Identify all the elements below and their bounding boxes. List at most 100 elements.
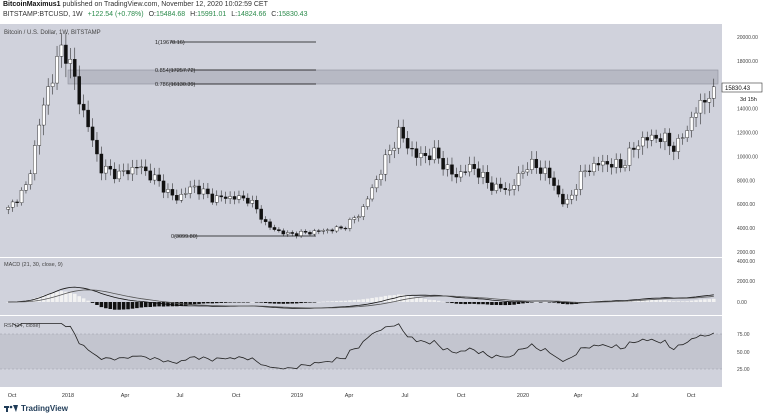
macd-bar [237, 302, 241, 303]
candle [530, 151, 534, 174]
candle-body [152, 174, 157, 181]
candle [450, 157, 454, 182]
candle [667, 128, 672, 155]
candle-body [126, 170, 130, 175]
time-tick-label: 2018 [62, 393, 74, 399]
candle [183, 187, 188, 199]
candle [108, 159, 113, 176]
macd-bar [689, 300, 694, 302]
candle-body [228, 196, 232, 199]
candle [148, 163, 152, 183]
candle [419, 146, 423, 166]
candle-body [583, 170, 587, 172]
candle-body [485, 172, 490, 183]
publisher-line: BitcoinMaximus1 published on TradingView… [3, 1, 268, 8]
macd-bar [534, 301, 539, 303]
candle [436, 140, 441, 164]
candle-body [317, 230, 321, 232]
candle [237, 190, 241, 204]
candle-body [463, 171, 468, 173]
price-tick-label: 12000.00 [737, 131, 758, 137]
macd-bar [144, 302, 148, 308]
macd-bar [441, 301, 445, 303]
macd-tick-label: 4000.00 [737, 259, 755, 265]
candle [698, 93, 703, 125]
candle [223, 191, 228, 204]
macd-bar [152, 302, 157, 307]
candle-body [148, 170, 152, 181]
macd-bar [321, 301, 326, 303]
candle-body [348, 219, 352, 229]
fib-zone [67, 69, 719, 85]
candle-body [672, 145, 676, 152]
macd-bar [467, 302, 472, 304]
macd-bar [73, 293, 77, 302]
candle-body [117, 170, 121, 180]
candle [170, 183, 175, 201]
macd-bar [374, 297, 379, 302]
author-name[interactable]: BitcoinMaximus1 [3, 1, 61, 8]
macd-bar [126, 302, 130, 310]
candle [676, 134, 681, 160]
chart-svg[interactable]: 1(19678.16) 0.854(17257.72) 0.786(16130.… [0, 22, 768, 402]
candle [152, 167, 157, 185]
macd-bar [543, 301, 547, 303]
candle-body [592, 163, 596, 173]
macd-bar [246, 302, 250, 303]
macd-bar [645, 299, 649, 302]
macd-bar [135, 302, 139, 309]
macd-bar [277, 302, 281, 304]
time-tick-label: Jul [631, 393, 638, 399]
macd-bar [538, 302, 543, 303]
chart-area[interactable]: 1(19678.16) 0.854(17257.72) 0.786(16130.… [0, 22, 768, 402]
macd-bar [210, 302, 215, 304]
candle-body [649, 134, 654, 141]
candle-body [445, 164, 450, 170]
macd-bar [90, 302, 95, 303]
time-tick-label: Apr [121, 393, 130, 399]
candle-body [374, 179, 379, 189]
macd-bar [268, 302, 272, 304]
candle [286, 230, 290, 237]
candle-body [507, 189, 512, 191]
candle [357, 214, 361, 222]
tradingview-logo[interactable]: TradingView [4, 404, 68, 413]
time-tick-label: Jul [176, 393, 183, 399]
candle-body [197, 185, 201, 195]
candle-body [423, 153, 428, 157]
candle-body [277, 229, 281, 232]
candle [641, 131, 645, 155]
candle [525, 162, 530, 176]
candle-body [383, 154, 388, 175]
candle [672, 141, 676, 161]
countdown: 3d 15h [740, 97, 757, 103]
macd-bar [432, 300, 436, 302]
macd-bar [436, 300, 441, 302]
time-axis[interactable] [0, 388, 722, 402]
macd-bar [383, 295, 388, 302]
candle [268, 218, 272, 231]
candle-body [707, 98, 712, 103]
macd-bar [201, 302, 206, 304]
candle-body [254, 200, 259, 210]
candle [481, 165, 485, 185]
candle [348, 217, 352, 232]
low-value: 14824.66 [237, 11, 267, 18]
candle [636, 140, 641, 159]
publication-header: BitcoinMaximus1 published on TradingView… [0, 0, 768, 22]
rsi-tick-label: 25.00 [737, 367, 750, 373]
candle [112, 162, 117, 184]
candle [259, 205, 263, 224]
macd-bar [667, 300, 672, 302]
macd-bar [117, 302, 121, 310]
candle [565, 194, 570, 208]
candle-body [680, 137, 685, 139]
macd-bar [281, 302, 286, 304]
candle-body [59, 44, 64, 57]
candle [592, 156, 596, 176]
candle [374, 175, 379, 193]
macd-bar [445, 302, 450, 303]
candle-body [99, 153, 104, 174]
candle-body [441, 158, 445, 170]
candle [561, 188, 565, 207]
